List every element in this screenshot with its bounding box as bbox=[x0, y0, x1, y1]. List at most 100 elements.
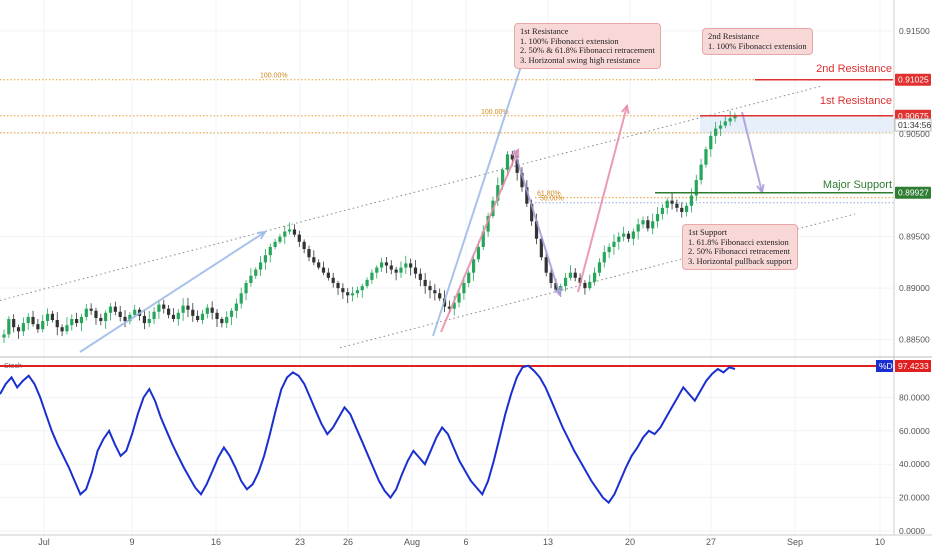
candle-body bbox=[258, 262, 263, 270]
candle-body bbox=[79, 316, 84, 324]
candle-body bbox=[457, 293, 461, 303]
candle-body bbox=[288, 229, 292, 232]
candle-body bbox=[75, 318, 79, 324]
x-tick-label: 27 bbox=[706, 537, 716, 547]
x-tick-label: Sep bbox=[787, 537, 803, 547]
candle-body bbox=[549, 272, 553, 283]
level-label: 1st Resistance bbox=[820, 95, 892, 107]
osc-tick-label: 60.0000 bbox=[899, 426, 930, 436]
candle-body bbox=[365, 279, 369, 287]
candle-body bbox=[447, 306, 451, 309]
candle-body bbox=[200, 313, 205, 321]
candle-body bbox=[176, 312, 180, 319]
annotation-title: 1st Resistance bbox=[520, 26, 569, 36]
candle-body bbox=[7, 318, 11, 335]
x-tick-label: 26 bbox=[343, 537, 353, 547]
candle-body bbox=[501, 169, 505, 186]
candle-body bbox=[646, 220, 650, 229]
level-price-text: 0.90675 bbox=[898, 111, 929, 121]
candle-body bbox=[157, 304, 161, 312]
x-tick-label: 16 bbox=[211, 537, 221, 547]
price-tick-label: 0.90500 bbox=[899, 129, 930, 139]
x-tick-label: 6 bbox=[463, 537, 468, 547]
level-label: Major Support bbox=[823, 179, 892, 191]
candle-body bbox=[699, 164, 703, 181]
candle-body bbox=[631, 231, 635, 239]
candle-body bbox=[718, 125, 723, 129]
candle-body bbox=[133, 309, 137, 315]
annotation-line: 3. Horizontal pullback support bbox=[688, 255, 792, 266]
candle-body bbox=[660, 207, 664, 215]
candle-body bbox=[438, 293, 442, 299]
candle-body bbox=[728, 118, 732, 122]
candle-body bbox=[283, 231, 287, 237]
candle-body bbox=[675, 203, 679, 208]
candle-body bbox=[684, 205, 689, 212]
candle-body bbox=[384, 262, 389, 266]
price-tick-label: 0.88500 bbox=[899, 335, 930, 345]
candle-body bbox=[249, 275, 253, 283]
candle-body bbox=[31, 316, 35, 325]
candle-body bbox=[534, 221, 539, 239]
candle-body bbox=[380, 262, 384, 268]
x-tick-label: 10 bbox=[875, 537, 885, 547]
candle-body bbox=[41, 321, 45, 330]
candle-body bbox=[302, 241, 306, 250]
candle-body bbox=[510, 154, 514, 160]
candle-body bbox=[220, 318, 224, 324]
annotation-title: 2nd Resistance bbox=[708, 31, 760, 41]
annotation-line: 2. 50% & 61.8% Fibonacci retracement bbox=[520, 45, 655, 55]
arrow-pink-2-head bbox=[621, 103, 630, 115]
stoch-d-line bbox=[0, 364, 736, 505]
candle-body bbox=[583, 282, 587, 289]
level-price-badge bbox=[895, 186, 931, 199]
candle-body bbox=[636, 224, 640, 232]
candle-body bbox=[694, 180, 698, 196]
candle-body bbox=[471, 259, 476, 273]
candle-body bbox=[312, 257, 316, 263]
candle-body bbox=[689, 195, 694, 206]
candle-body bbox=[94, 310, 98, 318]
candle-body bbox=[409, 263, 413, 268]
annotation-line: 3. Horizontal swing high resistance bbox=[520, 54, 641, 65]
candle-body bbox=[467, 272, 471, 283]
channel-upper bbox=[0, 85, 821, 301]
candle-body bbox=[162, 304, 166, 309]
price-tick-label: 0.89500 bbox=[899, 232, 930, 242]
candle-body bbox=[481, 231, 485, 247]
candle-body bbox=[152, 311, 156, 319]
candle-body bbox=[263, 255, 268, 263]
candle-body bbox=[12, 318, 16, 328]
candle-body bbox=[593, 272, 597, 282]
candle-body bbox=[530, 203, 534, 222]
candle-body bbox=[476, 246, 481, 260]
candle-body bbox=[433, 290, 437, 294]
annotation-title: 1st Support bbox=[688, 227, 727, 237]
candle-body bbox=[360, 286, 364, 291]
candle-body bbox=[229, 310, 234, 317]
candle-body bbox=[641, 220, 645, 225]
candle-body bbox=[278, 236, 282, 242]
candle-body bbox=[321, 267, 326, 273]
stoch-oscillator: Stoch80.000060.000040.000020.00000.0000%… bbox=[0, 360, 931, 536]
candle-body bbox=[389, 265, 393, 270]
candle-body bbox=[602, 252, 606, 263]
channel-lower bbox=[339, 213, 856, 349]
x-tick-label: Jul bbox=[38, 537, 50, 547]
fib-label: 100.00% bbox=[260, 73, 288, 80]
candle-body bbox=[336, 282, 340, 289]
candle-body bbox=[423, 279, 427, 287]
countdown-badge bbox=[894, 118, 932, 132]
osc-tick-label: 80.0000 bbox=[899, 392, 930, 402]
arrow-purple-2 bbox=[741, 111, 763, 193]
candle-body bbox=[704, 149, 708, 165]
annotation-line: 1. 100% Fibonacci extension bbox=[520, 35, 619, 46]
arrow-purple-1-head bbox=[553, 286, 563, 298]
osc-tick-label: 20.0000 bbox=[899, 493, 930, 503]
candle-body bbox=[622, 233, 626, 237]
x-tick-label: 9 bbox=[129, 537, 134, 547]
candle-body bbox=[171, 314, 176, 319]
